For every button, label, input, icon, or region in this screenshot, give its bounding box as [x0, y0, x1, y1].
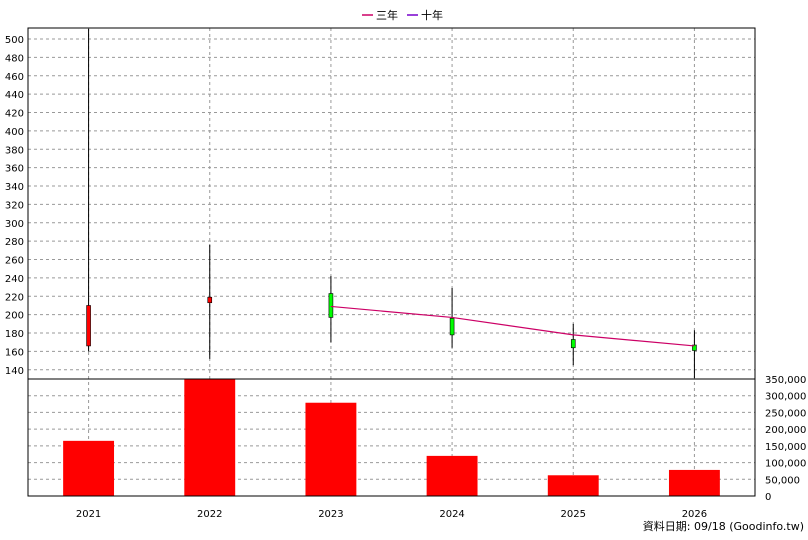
volume-tick-label: 150,000: [765, 442, 806, 453]
candle-body: [692, 344, 697, 351]
price-tick-label: 440: [5, 90, 24, 101]
price-tick-label: 200: [5, 311, 24, 322]
volume-axis-labels: 0 50,000 100,000 150,000 200,000 250,000 300,0…: [765, 375, 806, 503]
category-grid: [88, 28, 695, 496]
year-label: 2025: [561, 509, 586, 520]
price-tick-label: 160: [5, 347, 24, 358]
volume-tick-label: 0: [765, 492, 771, 503]
year-label: 2022: [197, 509, 222, 520]
volume-tick-label: 200,000: [765, 425, 806, 436]
price-tick-label: 480: [5, 53, 24, 64]
average-lines: [330, 305, 695, 347]
price-tick-label: 340: [5, 182, 24, 193]
candle-body: [207, 296, 213, 304]
plot-frame: [27, 27, 756, 497]
year-label: 2026: [682, 509, 707, 520]
candle-body: [86, 305, 91, 347]
candle-body: [449, 318, 455, 336]
volume-bar: [668, 469, 720, 496]
price-tick-label: 240: [5, 274, 24, 285]
chart-legend: 三年 十年: [362, 8, 443, 22]
price-tick-label: 300: [5, 219, 24, 230]
price-tick-label: 140: [5, 366, 24, 377]
volume-grid: [28, 378, 755, 497]
price-axis-labels: 140 160 180 200 220 240 260 280 300 320 340 360 380 4…: [5, 35, 24, 377]
price-tick-label: 280: [5, 237, 24, 248]
price-tick-label: 380: [5, 145, 24, 156]
volume-bar: [63, 440, 115, 496]
volume-tick-label: 350,000: [765, 375, 806, 386]
price-tick-label: 360: [5, 164, 24, 175]
year-axis-labels: 2021 2022 2023 2024 2025 2026: [76, 509, 707, 520]
volume-bar: [305, 402, 357, 496]
volume-bar: [426, 455, 478, 496]
volume-tick-label: 250,000: [765, 408, 806, 419]
price-tick-label: 460: [5, 72, 24, 83]
price-tick-label: 320: [5, 200, 24, 211]
year-label: 2021: [76, 509, 101, 520]
candle-body: [328, 293, 334, 318]
year-label: 2024: [439, 509, 464, 520]
volume-tick-label: 50,000: [765, 475, 800, 486]
average-line: [330, 305, 695, 347]
price-tick-label: 220: [5, 292, 24, 303]
price-tick-label: 420: [5, 109, 24, 120]
year-label: 2023: [318, 509, 343, 520]
price-grid: [28, 38, 755, 371]
volume-tick-label: 100,000: [765, 459, 806, 470]
price-tick-label: 180: [5, 329, 24, 340]
price-tick-label: 500: [5, 35, 24, 46]
volume-bar: [547, 475, 599, 496]
legend-label-10yr: 十年: [421, 8, 443, 22]
volume-tick-label: 300,000: [765, 392, 806, 403]
data-date-credit: 資料日期: 09/18 (Goodinfo.tw): [642, 520, 804, 533]
legend-label-3yr: 三年: [376, 8, 398, 22]
volume-bar: [184, 379, 236, 496]
candle-body: [570, 339, 576, 349]
volume-bars: [63, 379, 720, 496]
price-tick-label: 260: [5, 256, 24, 267]
candles: [86, 28, 697, 379]
price-tick-label: 400: [5, 127, 24, 138]
